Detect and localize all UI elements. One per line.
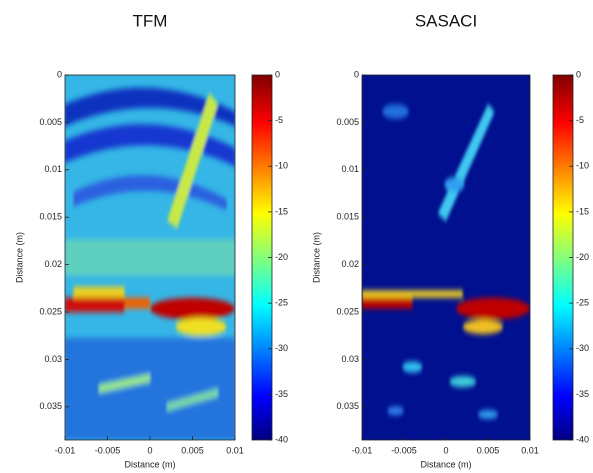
- colorbar-tick-label: -30: [275, 343, 288, 353]
- y-tick-label: 0.005: [336, 117, 359, 127]
- chart-title: SASACI: [415, 11, 477, 30]
- colorbar-tick-label: -30: [576, 343, 589, 353]
- y-tick-label: 0.01: [341, 164, 359, 174]
- x-tick-label: 0.01: [226, 445, 244, 455]
- colorbar-tick-label: -10: [576, 161, 589, 171]
- x-axis-label: Distance (m): [420, 459, 471, 469]
- x-axis-label: Distance (m): [124, 459, 175, 469]
- colorbar-tick-label: -40: [275, 434, 288, 444]
- y-tick-label: 0.02: [341, 259, 359, 269]
- y-tick-label: 0.02: [44, 259, 62, 269]
- heatmap-image: [65, 75, 235, 440]
- x-tick-label: 0.005: [477, 445, 500, 455]
- colorbar-tick-label: -5: [576, 115, 584, 125]
- y-tick-label: 0.005: [39, 117, 62, 127]
- y-tick-label: 0.01: [44, 164, 62, 174]
- y-tick-label: 0.035: [39, 401, 62, 411]
- x-tick-label: -0.005: [95, 445, 121, 455]
- colorbar-tick-label: 0: [275, 69, 280, 79]
- x-tick-label: 0.005: [181, 445, 204, 455]
- x-tick-label: -0.01: [352, 445, 373, 455]
- y-tick-label: 0.015: [336, 212, 359, 222]
- x-tick-label: 0: [147, 445, 152, 455]
- x-tick-label: -0.005: [391, 445, 417, 455]
- colorbar-tick-label: 0: [576, 69, 581, 79]
- colorbar-tick-label: -5: [275, 115, 283, 125]
- y-tick-label: 0.015: [39, 212, 62, 222]
- colorbar-tick-label: -25: [576, 298, 589, 308]
- colorbar-tick-label: -40: [576, 434, 589, 444]
- y-tick-label: 0.03: [44, 354, 62, 364]
- y-tick-label: 0.025: [336, 306, 359, 316]
- colorbar-tick-label: -35: [576, 389, 589, 399]
- colorbar-tick-label: -20: [275, 252, 288, 262]
- y-tick-label: 0: [57, 69, 62, 79]
- y-tick-label: 0.035: [336, 401, 359, 411]
- colorbar-tick-label: -10: [275, 161, 288, 171]
- colorbar-tick-label: -15: [275, 206, 288, 216]
- y-tick-label: 0: [354, 69, 359, 79]
- colorbar-tick-label: -20: [576, 252, 589, 262]
- y-tick-label: 0.025: [39, 306, 62, 316]
- colorbar-tick-label: -25: [275, 298, 288, 308]
- x-tick-label: 0: [443, 445, 448, 455]
- y-tick-label: 0.03: [341, 354, 359, 364]
- y-axis-label: Distance (m): [311, 232, 321, 283]
- x-tick-label: 0.01: [521, 445, 539, 455]
- chart-title: TFM: [133, 11, 168, 30]
- heatmap-image: [362, 75, 530, 440]
- colorbar-tick-label: -15: [576, 206, 589, 216]
- colorbar-tick-label: -35: [275, 389, 288, 399]
- y-axis-label: Distance (m): [14, 232, 24, 283]
- x-tick-label: -0.01: [55, 445, 76, 455]
